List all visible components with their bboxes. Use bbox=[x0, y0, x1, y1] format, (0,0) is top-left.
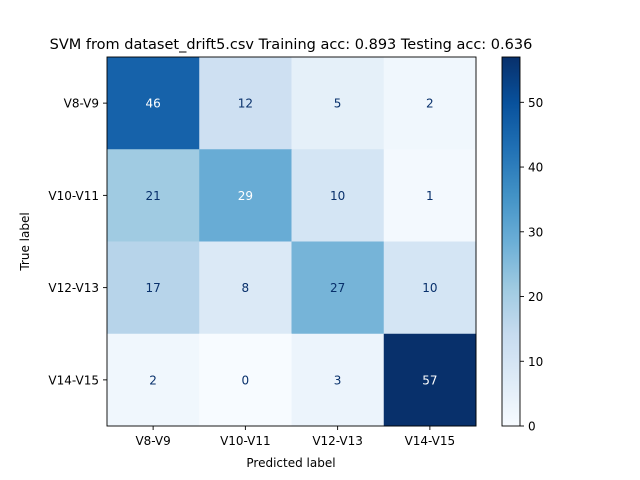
cell-value-label: 12 bbox=[238, 97, 253, 111]
heatmap-cell bbox=[199, 333, 292, 427]
cell-value-label: 2 bbox=[426, 97, 434, 111]
x-tick-label: V14-V15 bbox=[405, 434, 456, 448]
y-axis-label: True label bbox=[18, 212, 32, 271]
y-tick-label: V10-V11 bbox=[48, 189, 99, 203]
x-tick-label: V8-V9 bbox=[135, 434, 170, 448]
cell-value-label: 1 bbox=[426, 189, 434, 203]
colorbar bbox=[501, 56, 521, 427]
heatmap-cell bbox=[291, 149, 385, 242]
heatmap-cell bbox=[383, 149, 477, 242]
heatmap-cell bbox=[291, 241, 385, 335]
heatmap-cell bbox=[107, 333, 200, 427]
heatmap-cell bbox=[383, 333, 477, 427]
heatmap-cell bbox=[383, 57, 477, 150]
heatmap-cell bbox=[107, 149, 200, 242]
x-axis-ticks: V8-V9 V10-V11 V12-V13 V14-V15 bbox=[135, 426, 455, 448]
colorbar-tick-label: 40 bbox=[528, 161, 543, 175]
cell-value-label: 17 bbox=[145, 281, 160, 295]
chart-title: SVM from dataset_drift5.csv Training acc… bbox=[50, 37, 533, 53]
plot-frame bbox=[106, 56, 477, 427]
cell-value-label: 2 bbox=[149, 373, 157, 387]
cell-value-label: 29 bbox=[238, 189, 253, 203]
x-tick-label: V12-V13 bbox=[312, 434, 363, 448]
y-tick-label: V12-V13 bbox=[48, 281, 99, 295]
colorbar-tick-label: 10 bbox=[528, 355, 543, 369]
cell-value-label: 21 bbox=[145, 189, 160, 203]
cell-value-label: 3 bbox=[334, 373, 342, 387]
cell-value-label: 57 bbox=[422, 373, 437, 387]
cell-value-label: 10 bbox=[422, 281, 437, 295]
heatmap-cell bbox=[199, 149, 292, 242]
heatmap-cell bbox=[291, 57, 385, 150]
colorbar-tick-label: 50 bbox=[528, 96, 543, 110]
heatmap-cell bbox=[291, 333, 385, 427]
y-tick-label: V14-V15 bbox=[48, 373, 99, 387]
heatmap-cell bbox=[199, 241, 292, 335]
x-tick-label: V10-V11 bbox=[220, 434, 271, 448]
colorbar-tick-label: 30 bbox=[528, 225, 543, 239]
heatmap-cell bbox=[107, 57, 200, 150]
x-axis-label: Predicted label bbox=[246, 456, 335, 470]
y-axis-ticks: V8-V9 V10-V11 V12-V13 V14-V15 bbox=[48, 97, 107, 387]
colorbar-tick-label: 0 bbox=[528, 420, 536, 434]
y-tick-label: V8-V9 bbox=[64, 97, 99, 111]
heatmap-cells: 46 12 5 2 21 29 10 1 17 8 27 10 2 0 3 57 bbox=[107, 57, 477, 427]
cell-value-label: 46 bbox=[145, 97, 160, 111]
heatmap-cell bbox=[107, 241, 200, 335]
colorbar-tick-label: 20 bbox=[528, 290, 543, 304]
cell-value-label: 5 bbox=[334, 97, 342, 111]
cell-value-label: 27 bbox=[330, 281, 345, 295]
cell-value-label: 8 bbox=[242, 281, 250, 295]
heatmap-cell bbox=[199, 57, 292, 150]
cell-value-label: 0 bbox=[242, 373, 250, 387]
colorbar-ticks: 0 10 20 30 40 50 bbox=[520, 96, 543, 434]
heatmap-cell bbox=[383, 241, 477, 335]
cell-value-label: 10 bbox=[330, 189, 345, 203]
